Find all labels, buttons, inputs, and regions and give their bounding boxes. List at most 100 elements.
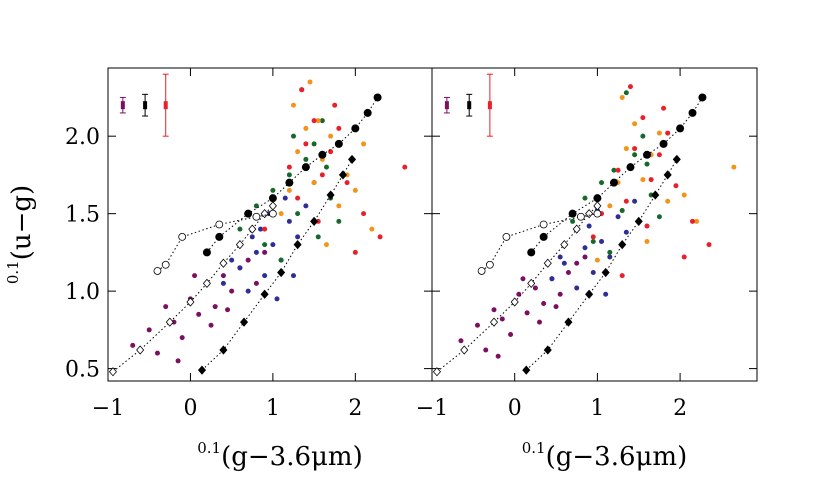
point [565,270,571,276]
point [485,260,494,269]
point [336,203,342,209]
error-center [120,101,125,110]
point [640,115,646,121]
point [619,208,625,214]
point [295,234,301,240]
plot-frame [431,67,758,382]
x-label-text: (g−3.6μm) [546,442,688,472]
point [248,224,257,234]
point [277,267,286,278]
point [676,124,685,133]
point [656,130,662,136]
point [215,220,224,229]
point [352,187,358,193]
point [706,242,712,248]
point [688,108,697,117]
x-tick-label: 2 [348,396,362,421]
point [458,338,464,344]
point [347,154,357,165]
x-axis-label: 0.1(g−3.6μm) [522,439,687,472]
panel: −1 0 1 20.51.01.52.00.1(g−3.6μm)0.1(u−g) [4,67,433,472]
point [295,211,301,217]
point [520,276,526,282]
x-axis-label: 0.1(g−3.6μm) [197,439,362,472]
point [560,240,569,250]
point [661,105,667,111]
point [290,133,296,139]
point [245,288,251,294]
point [295,195,301,201]
point [326,190,335,200]
point [351,124,360,133]
y-axis-label: 0.1(u−g) [4,185,37,284]
y-label-sup: 0.1 [4,260,22,284]
y-tick-label: 2.0 [65,125,100,150]
x-tick-label: 1 [266,396,280,421]
point [319,172,325,178]
point [262,242,268,248]
x-label-text: (g−3.6μm) [221,442,363,472]
point [175,358,181,364]
point [290,102,296,108]
point [590,234,596,240]
point [178,232,187,241]
y-tick-label: 0.5 [65,358,100,383]
point [632,121,638,127]
point [318,150,327,159]
point [656,214,662,220]
point [599,239,605,245]
point [219,258,228,268]
point [615,214,621,220]
point [495,353,501,359]
point [651,190,660,200]
point [673,183,679,189]
point [352,249,358,255]
point [644,161,650,167]
point [640,133,646,139]
point [593,209,602,218]
point [361,211,367,217]
point [286,187,292,193]
point [307,79,313,85]
point [208,322,214,328]
point [585,209,594,219]
point [165,317,174,327]
point [311,141,317,147]
point [361,141,367,147]
point [541,301,547,307]
point [527,248,536,257]
point [220,280,226,286]
point [543,258,552,268]
point [237,226,243,232]
point [627,84,633,90]
point [572,224,581,234]
model-track [206,97,379,253]
point [619,94,625,100]
point [258,226,264,232]
point [192,273,198,279]
point [262,273,268,279]
point [282,195,288,201]
point [260,289,269,299]
point [576,212,585,221]
x-tick-label: −1 [92,396,124,421]
point [593,194,602,203]
point [593,201,602,211]
error-center [163,101,168,110]
error-center [487,101,492,110]
point [681,254,687,260]
point [599,180,605,186]
point [278,257,284,263]
point [570,218,576,224]
point [623,90,629,96]
point [235,240,244,250]
point [295,149,301,155]
point [336,218,342,224]
point [502,232,511,241]
point [582,245,588,251]
point [549,276,555,282]
point [323,164,329,170]
point [253,280,259,286]
point [474,322,480,328]
